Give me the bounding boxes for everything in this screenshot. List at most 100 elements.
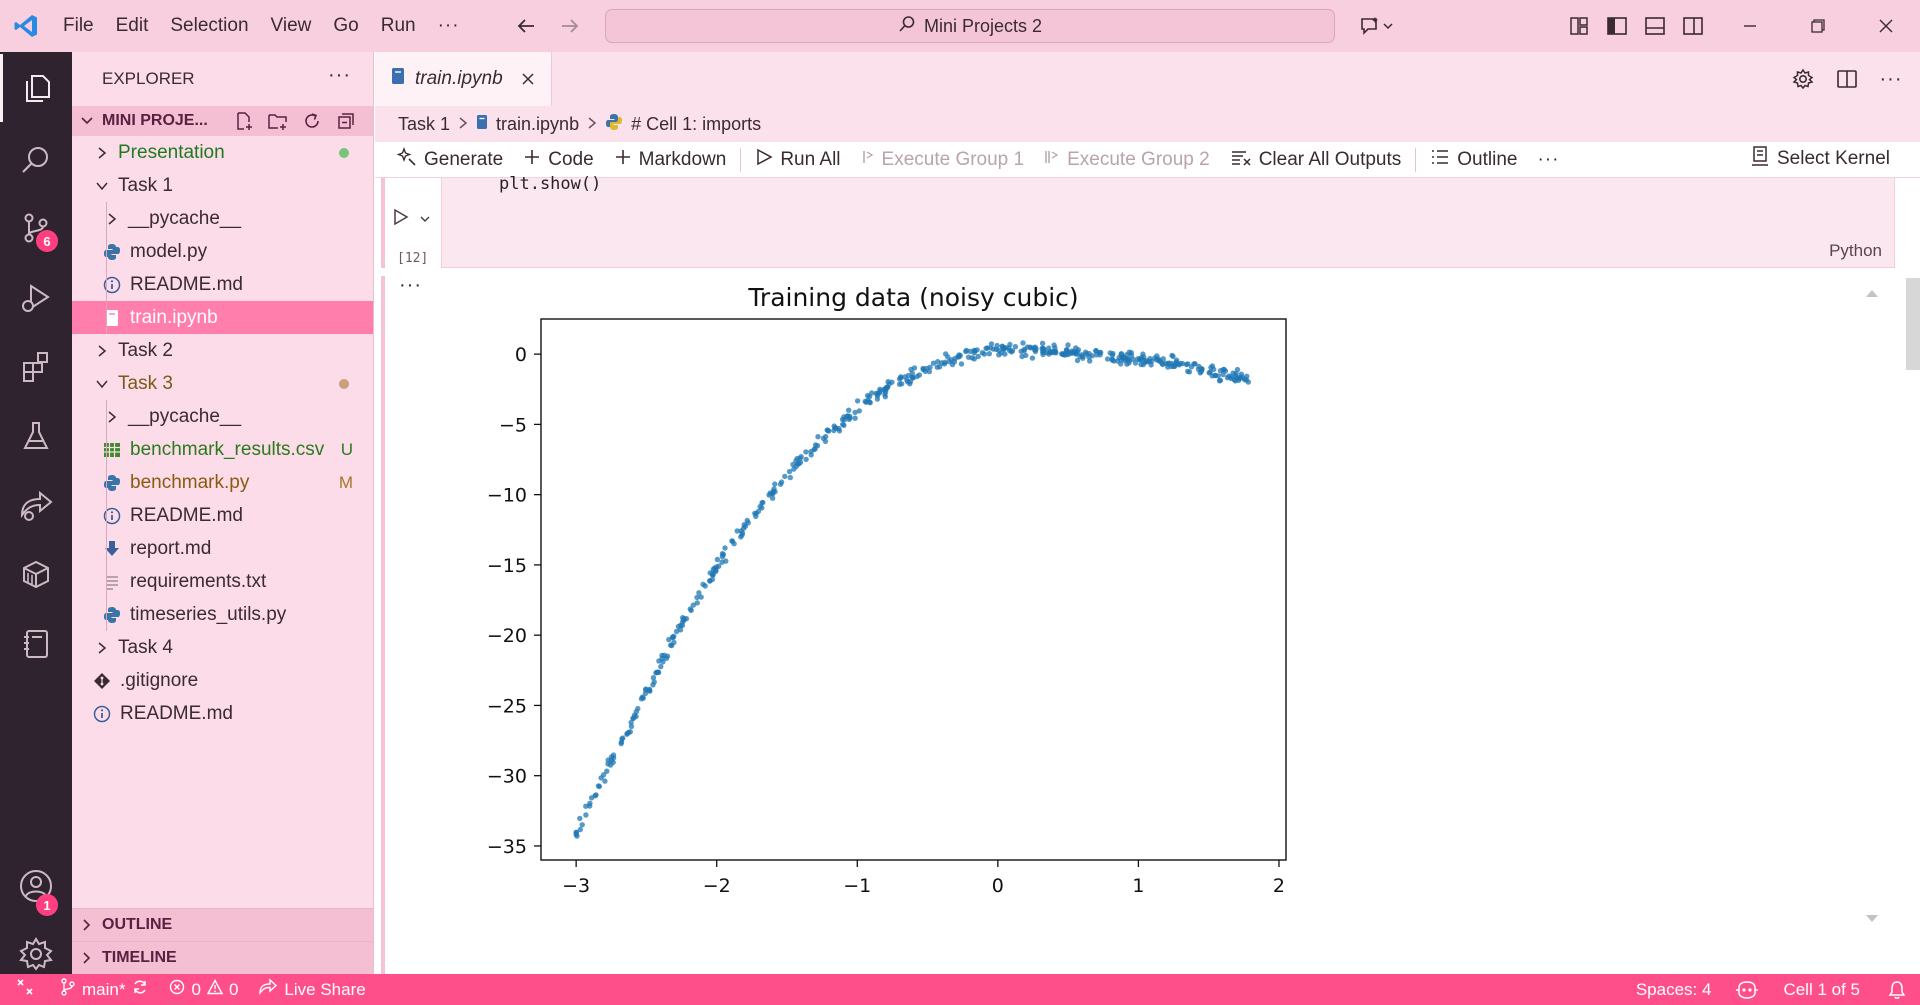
tab-train-ipynb[interactable]: train.ipynb [375,52,552,106]
run-cell-button[interactable] [393,208,431,232]
editor-vertical-scrollbar[interactable] [1906,278,1920,370]
execute-group-1-button[interactable]: Execute Group 1 [851,143,1035,177]
copilot-chat-icon[interactable] [1352,7,1402,45]
command-center-search[interactable]: Mini Projects 2 [605,9,1335,43]
project-folder-header[interactable]: MINI PROJE... [72,106,373,136]
menu-edit[interactable]: Edit [115,15,149,36]
outline-button[interactable]: Outline [1420,143,1527,177]
tree-file[interactable]: train.ipynb [72,301,373,334]
source-control-badge: 6 [36,230,58,252]
notebook-icon[interactable] [0,610,72,678]
customize-layout-icon[interactable] [1560,7,1598,45]
toggle-secondary-sidebar-icon[interactable] [1674,7,1712,45]
remote-explorer-icon[interactable] [0,540,72,608]
cell-position-indicator[interactable]: Cell 1 of 5 [1783,979,1860,999]
tree-file[interactable]: benchmark.py M [72,466,373,499]
source-control-icon[interactable]: 6 [0,194,72,262]
menu-go[interactable]: Go [333,15,359,36]
add-markdown-cell-button[interactable]: Markdown [604,143,737,177]
scroll-up-arrow-icon[interactable] [1865,282,1879,304]
explorer-icon[interactable] [0,54,72,122]
copilot-status-icon[interactable] [1725,974,1769,1005]
toolbar-more-button[interactable]: ··· [1537,148,1560,170]
collapse-all-icon[interactable] [333,109,359,133]
new-file-icon[interactable] [231,109,257,133]
split-editor-icon[interactable] [1828,62,1866,96]
scatter-point [881,387,887,393]
problems-indicator[interactable]: 0 0 [159,974,248,1005]
tree-folder[interactable]: __pycache__ [72,400,373,433]
notebook-settings-gear-icon[interactable] [1784,62,1822,96]
testing-flask-icon[interactable] [0,402,72,470]
breadcrumb-file[interactable]: train.ipynb [476,114,579,135]
tree-file[interactable]: benchmark_results.csv U [72,433,373,466]
close-icon[interactable] [1852,0,1920,52]
remote-indicator[interactable] [0,974,50,1005]
menu-view[interactable]: View [270,15,312,36]
minimize-icon[interactable] [1716,0,1784,52]
tree-folder[interactable]: Task 1 [72,169,373,202]
more-actions-icon[interactable]: ··· [1879,67,1903,90]
clear-all-outputs-button[interactable]: Clear All Outputs [1220,143,1412,177]
search-icon[interactable] [0,126,72,194]
cell-language-label[interactable]: Python [1829,241,1882,260]
close-tab-icon[interactable] [521,72,535,86]
toggle-primary-sidebar-icon[interactable] [1598,7,1636,45]
breadcrumb-cell[interactable]: # Cell 1: imports [605,113,761,136]
sync-icon[interactable] [131,978,149,1001]
code-editor[interactable]: plt.show() Python [441,174,1895,268]
tree-file[interactable]: model.py [72,235,373,268]
menu-run[interactable]: Run [380,15,416,36]
tree-file[interactable]: report.md [72,532,373,565]
tree-folder[interactable]: Presentation [72,136,373,169]
live-share-status[interactable]: Live Share [248,974,375,1005]
run-all-button[interactable]: Run All [745,143,850,177]
sparkle-icon [396,146,417,173]
tree-file[interactable]: .gitignore [72,664,373,697]
tree-file[interactable]: README.md [72,697,373,730]
tree-file[interactable]: requirements.txt [72,565,373,598]
tree-folder[interactable]: __pycache__ [72,202,373,235]
tree-folder[interactable]: Task 3 [72,367,373,400]
toggle-panel-icon[interactable] [1636,7,1674,45]
menu-file[interactable]: File [63,15,94,36]
menu-selection[interactable]: Selection [170,15,249,36]
tree-folder[interactable]: Task 4 [72,631,373,664]
tree-folder[interactable]: Task 2 [72,334,373,367]
manage-gear-icon[interactable] [0,920,72,988]
chevron-down-icon[interactable] [419,209,431,231]
scroll-down-arrow-icon[interactable] [1865,908,1879,930]
menu-more[interactable]: ··· [437,15,460,36]
forward-arrow-icon[interactable] [555,11,585,41]
add-code-cell-button[interactable]: Code [513,143,603,177]
back-arrow-icon[interactable] [511,11,541,41]
tree-file[interactable]: README.md [72,268,373,301]
tree-file[interactable]: timeseries_utils.py [72,598,373,631]
generate-button[interactable]: Generate [387,143,513,177]
output-more-button[interactable]: ··· [399,274,422,296]
execute-group-2-button[interactable]: Execute Group 2 [1034,143,1220,177]
live-share-icon[interactable] [0,472,72,540]
new-folder-icon[interactable] [265,109,291,133]
scatter-point [971,347,977,354]
explorer-more-button[interactable]: ··· [328,64,351,86]
refresh-icon[interactable] [299,109,325,133]
outline-section[interactable]: OUTLINE [72,908,373,941]
tree-file[interactable]: README.md [72,499,373,532]
run-debug-icon[interactable] [0,264,72,332]
live-share-icon [258,978,278,1001]
branch-indicator[interactable]: main* [50,974,159,1005]
notifications-bell-icon[interactable] [1874,974,1920,1005]
timeline-section[interactable]: TIMELINE [72,941,373,974]
scatter-point [633,709,639,715]
select-kernel-button[interactable]: Select Kernel [1740,142,1900,176]
breadcrumb-folder[interactable]: Task 1 [398,113,451,134]
accounts-icon[interactable]: 1 [0,852,72,920]
indentation-indicator[interactable]: Spaces: 4 [1635,979,1712,999]
branch-name: main* [82,979,126,999]
scatter-point [1046,345,1052,351]
chevron-right-icon [458,114,468,135]
extensions-icon[interactable] [0,332,72,400]
python-file-icon [102,605,122,625]
restore-icon[interactable] [1784,0,1852,52]
